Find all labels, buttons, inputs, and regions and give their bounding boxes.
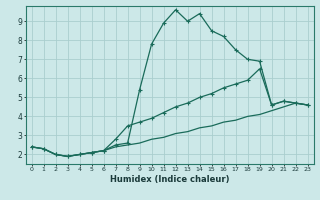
X-axis label: Humidex (Indice chaleur): Humidex (Indice chaleur) [110,175,229,184]
